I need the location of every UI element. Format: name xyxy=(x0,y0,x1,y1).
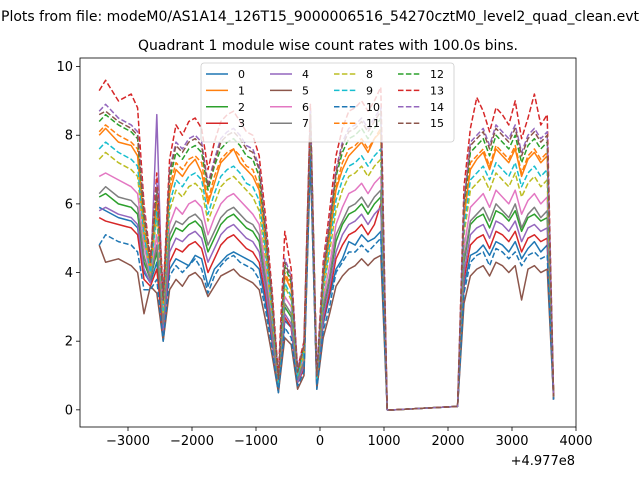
chart-title: Quadrant 1 module wise count rates with … xyxy=(138,38,518,54)
legend-label-2: 2 xyxy=(238,101,245,114)
x-tick-label: 3000 xyxy=(495,434,528,449)
series-line-15 xyxy=(98,110,555,411)
series-line-9 xyxy=(98,120,555,411)
legend-label-10: 10 xyxy=(366,101,380,114)
series-line-11 xyxy=(98,113,555,411)
figure-suptitle: Plots from file: modeM0/AS1A14_126T15_90… xyxy=(1,9,639,25)
legend-label-7: 7 xyxy=(302,117,309,130)
legend-label-9: 9 xyxy=(366,84,373,97)
series-line-14 xyxy=(98,103,555,411)
legend-label-12: 12 xyxy=(430,68,444,81)
legend-box xyxy=(200,62,455,143)
axes-frame xyxy=(79,57,577,428)
x-tick-label: 4000 xyxy=(559,434,592,449)
y-tick-label: 10 xyxy=(56,60,73,75)
legend-label-5: 5 xyxy=(302,84,309,97)
legend-label-3: 3 xyxy=(238,117,245,130)
x-tick-label: 1000 xyxy=(367,434,400,449)
x-tick-label: 0 xyxy=(316,434,324,449)
x-tick-label: 2000 xyxy=(431,434,464,449)
legend-label-8: 8 xyxy=(366,68,373,81)
legend-label-1: 1 xyxy=(238,84,245,97)
y-tick-label: 8 xyxy=(65,129,73,144)
legend-label-4: 4 xyxy=(302,68,309,81)
y-tick-label: 4 xyxy=(65,266,73,281)
series-line-12 xyxy=(98,110,555,411)
x-tick-label: −1000 xyxy=(234,434,278,449)
series-line-8 xyxy=(98,124,555,411)
x-tick-label: −2000 xyxy=(170,434,214,449)
y-tick-label: 2 xyxy=(65,335,73,350)
legend-label-13: 13 xyxy=(430,84,444,97)
series-line-10 xyxy=(98,155,555,411)
legend-label-15: 15 xyxy=(430,117,444,130)
x-tick-label: −3000 xyxy=(106,434,150,449)
legend-label-0: 0 xyxy=(238,68,245,81)
legend-label-6: 6 xyxy=(302,101,309,114)
x-offset-label: +4.977e8 xyxy=(511,454,575,469)
y-tick-label: 6 xyxy=(65,197,73,212)
legend-label-14: 14 xyxy=(430,101,444,114)
series-line-5 xyxy=(98,158,555,411)
y-tick-label: 0 xyxy=(65,403,73,418)
legend-label-11: 11 xyxy=(366,117,380,130)
